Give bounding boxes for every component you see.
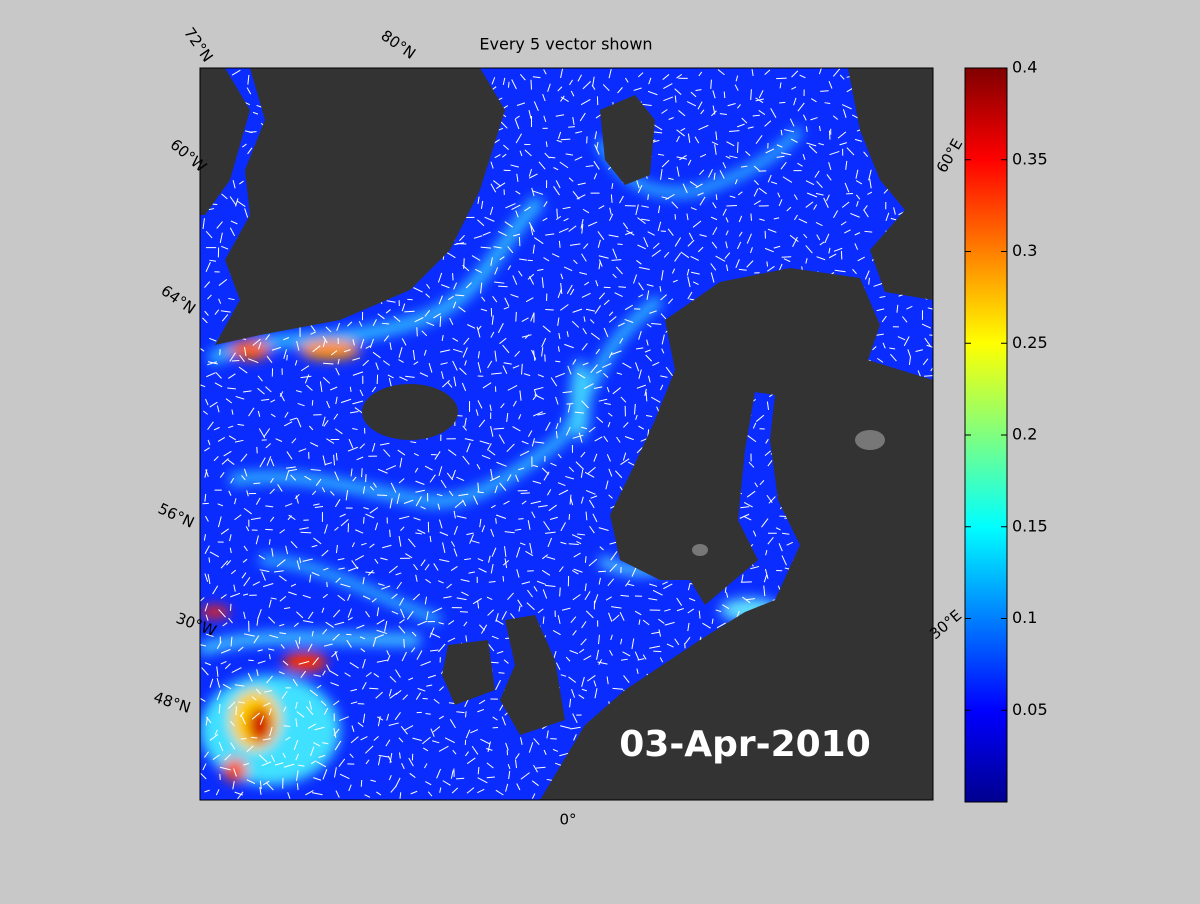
title: Every 5 vector shown	[479, 35, 652, 54]
colorbar-tick-label: 0.4	[1012, 58, 1037, 77]
vector	[490, 662, 498, 663]
vector	[560, 587, 561, 596]
vector	[508, 82, 509, 88]
vector	[464, 258, 465, 269]
vector	[404, 311, 414, 312]
vector	[711, 80, 712, 89]
vector	[648, 194, 649, 200]
vector	[829, 131, 830, 140]
vector	[327, 582, 328, 587]
colorbar-tick-label: 0.35	[1012, 149, 1048, 168]
vector	[364, 517, 365, 524]
vector	[598, 571, 606, 572]
vector	[726, 205, 737, 206]
vector	[209, 557, 210, 562]
vector	[779, 102, 785, 103]
vector	[767, 261, 768, 266]
vector	[466, 711, 467, 717]
vector	[611, 194, 612, 202]
vector	[440, 316, 441, 327]
vector	[390, 530, 391, 537]
vector	[489, 582, 496, 583]
vector	[426, 714, 431, 715]
iceland	[362, 384, 458, 440]
colorbar-tick-label: 0.3	[1012, 241, 1037, 260]
vector	[404, 639, 405, 648]
vector	[617, 244, 622, 245]
vector	[516, 312, 517, 322]
vector	[782, 257, 792, 258]
vector	[287, 355, 288, 361]
vector	[753, 115, 760, 116]
vector	[569, 544, 579, 545]
colorbar-tick-label: 0.05	[1012, 700, 1048, 719]
vector	[369, 688, 378, 689]
vector	[453, 273, 454, 280]
vector	[549, 157, 555, 158]
vector	[456, 778, 464, 779]
vector	[362, 468, 363, 477]
vector	[478, 767, 479, 774]
vector	[253, 483, 260, 484]
colorbar	[965, 68, 1007, 802]
vector	[455, 295, 464, 296]
vector	[751, 89, 752, 100]
vector	[521, 493, 530, 494]
vector	[249, 132, 257, 133]
vector	[585, 556, 586, 563]
vector	[924, 376, 933, 377]
vector	[503, 576, 504, 582]
vector	[417, 327, 418, 336]
vector	[618, 287, 626, 288]
vector	[251, 737, 257, 738]
vector	[297, 783, 298, 790]
date-label: 03-Apr-2010	[619, 724, 871, 765]
vector	[499, 673, 505, 674]
vector	[751, 214, 752, 221]
map	[196, 67, 947, 803]
graticule-label: 0°	[559, 811, 576, 829]
vector	[284, 726, 291, 727]
vector	[300, 532, 311, 533]
vector	[612, 260, 622, 261]
vector	[498, 286, 507, 287]
colorbar-tick-label: 0.15	[1012, 516, 1048, 535]
vector	[820, 91, 828, 92]
vector	[561, 139, 571, 140]
vector	[496, 518, 497, 524]
vector	[568, 127, 575, 128]
vector	[531, 80, 532, 90]
vector	[241, 738, 247, 739]
colorbar-tick-label: 0.25	[1012, 333, 1048, 352]
colorbar-tick-label: 0.1	[1012, 608, 1037, 627]
vector	[323, 363, 333, 364]
vector	[557, 209, 558, 218]
vector	[724, 92, 725, 98]
vector	[377, 495, 387, 496]
colorbar-tick-label: 0.2	[1012, 425, 1037, 444]
